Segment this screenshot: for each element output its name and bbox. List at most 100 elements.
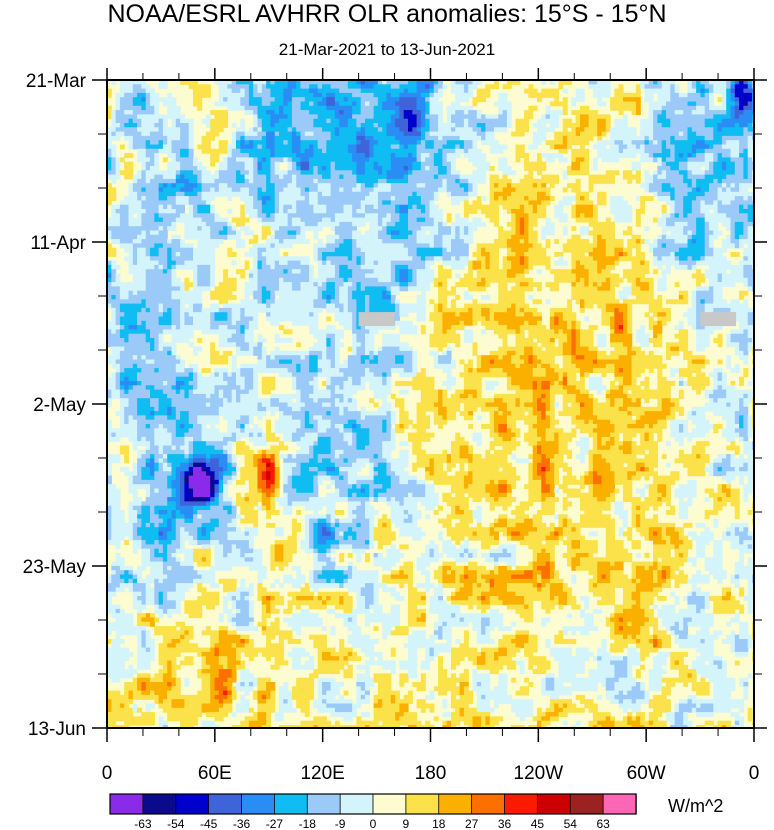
heatmap-cell bbox=[674, 153, 680, 158]
heatmap-cell bbox=[339, 187, 345, 193]
heatmap-cell bbox=[601, 118, 607, 124]
heatmap-cell bbox=[266, 204, 271, 210]
heatmap-cell bbox=[747, 226, 753, 232]
heatmap-cell bbox=[721, 105, 727, 111]
heatmap-cell bbox=[313, 97, 319, 103]
heatmap-cell bbox=[317, 204, 323, 210]
heatmap-cell bbox=[356, 135, 362, 141]
heatmap-cell bbox=[171, 105, 177, 111]
heatmap-cell bbox=[618, 118, 624, 124]
heatmap-cell bbox=[141, 217, 147, 223]
heatmap-cell bbox=[730, 230, 736, 236]
heatmap-cell bbox=[700, 110, 706, 115]
heatmap-cell bbox=[580, 252, 585, 257]
heatmap-cell bbox=[291, 174, 297, 180]
heatmap-cell bbox=[408, 118, 413, 124]
heatmap-cell bbox=[408, 140, 413, 146]
heatmap-cell bbox=[459, 131, 465, 137]
heatmap-cell bbox=[653, 191, 658, 197]
heatmap-cell bbox=[386, 123, 392, 128]
heatmap-cell bbox=[369, 183, 375, 189]
heatmap-cell bbox=[257, 101, 263, 107]
heatmap-cell bbox=[365, 196, 370, 201]
heatmap-cell bbox=[283, 230, 289, 236]
heatmap-cell bbox=[588, 123, 594, 128]
heatmap-cell bbox=[261, 127, 267, 133]
heatmap-cell bbox=[124, 131, 130, 137]
heatmap-cell bbox=[322, 187, 327, 193]
heatmap-cell bbox=[313, 80, 319, 85]
heatmap-cell bbox=[670, 183, 676, 189]
heatmap-cell bbox=[446, 123, 452, 128]
heatmap-cell bbox=[283, 110, 289, 115]
heatmap-cell bbox=[369, 118, 375, 124]
heatmap-cell bbox=[678, 123, 684, 128]
heatmap-cell bbox=[382, 234, 388, 240]
heatmap-cell bbox=[674, 183, 680, 189]
heatmap-cell bbox=[610, 97, 615, 103]
heatmap-cell bbox=[334, 114, 340, 120]
heatmap-cell bbox=[674, 144, 680, 150]
heatmap-cell bbox=[747, 178, 753, 184]
heatmap-cell bbox=[339, 239, 345, 244]
heatmap-cell bbox=[442, 140, 448, 146]
heatmap-cell bbox=[528, 209, 534, 214]
heatmap-cell bbox=[180, 178, 185, 184]
heatmap-cell bbox=[519, 234, 525, 240]
heatmap-cell bbox=[545, 187, 551, 193]
heatmap-cell bbox=[240, 84, 246, 90]
heatmap-cell bbox=[390, 234, 396, 240]
heatmap-cell bbox=[468, 88, 474, 94]
heatmap-cell bbox=[549, 221, 555, 227]
heatmap-cell bbox=[481, 247, 486, 253]
heatmap-cell bbox=[347, 127, 353, 133]
heatmap-cell bbox=[141, 204, 147, 210]
heatmap-cell bbox=[739, 97, 744, 103]
heatmap-cell bbox=[605, 84, 611, 90]
heatmap-cell bbox=[309, 92, 314, 98]
heatmap-cell bbox=[352, 97, 357, 103]
heatmap-cell bbox=[524, 118, 529, 124]
heatmap-cell bbox=[648, 105, 654, 111]
heatmap-cell bbox=[386, 166, 392, 171]
heatmap-cell bbox=[107, 247, 112, 253]
heatmap-cell bbox=[438, 140, 443, 146]
heatmap-cell bbox=[683, 114, 689, 120]
heatmap-cell bbox=[236, 148, 241, 154]
heatmap-cell bbox=[352, 140, 357, 146]
heatmap-cell bbox=[691, 200, 697, 206]
heatmap-cell bbox=[666, 118, 671, 124]
heatmap-cell bbox=[433, 213, 439, 219]
heatmap-cell bbox=[382, 178, 388, 184]
heatmap-cell bbox=[395, 221, 400, 227]
heatmap-cell bbox=[498, 97, 504, 103]
heatmap-cell bbox=[747, 118, 753, 124]
heatmap-cell bbox=[197, 183, 203, 189]
heatmap-cell bbox=[390, 217, 396, 223]
heatmap-cell bbox=[334, 226, 340, 232]
heatmap-cell bbox=[459, 84, 465, 90]
heatmap-cell bbox=[519, 131, 525, 137]
heatmap-cell bbox=[635, 148, 641, 154]
heatmap-cell bbox=[266, 161, 271, 167]
heatmap-cell bbox=[588, 131, 594, 137]
heatmap-cell bbox=[704, 127, 710, 133]
heatmap-cell bbox=[313, 114, 319, 120]
heatmap-cell bbox=[201, 148, 207, 154]
heatmap-cell bbox=[420, 221, 426, 227]
heatmap-cell bbox=[115, 170, 121, 176]
heatmap-cell bbox=[309, 209, 314, 214]
heatmap-cell bbox=[743, 217, 749, 223]
heatmap-cell bbox=[322, 209, 327, 214]
heatmap-cell bbox=[700, 105, 706, 111]
heatmap-cell bbox=[747, 148, 753, 154]
heatmap-cell bbox=[352, 178, 357, 184]
heatmap-cell bbox=[524, 217, 529, 223]
heatmap-cell bbox=[648, 97, 654, 103]
heatmap-cell bbox=[644, 118, 650, 124]
heatmap-cell bbox=[167, 105, 173, 111]
heatmap-cell bbox=[709, 92, 714, 98]
heatmap-cell bbox=[339, 114, 345, 120]
heatmap-cell bbox=[670, 209, 676, 214]
heatmap-cell bbox=[451, 183, 456, 189]
